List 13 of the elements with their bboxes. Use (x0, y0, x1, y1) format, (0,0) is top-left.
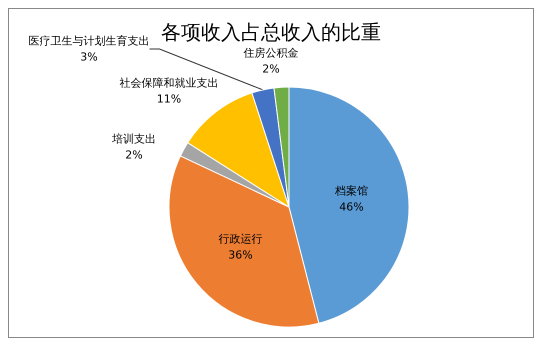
data-label: 2% (125, 148, 143, 162)
slice-label: 医疗卫生与计划生育支出 (28, 34, 150, 48)
data-label: 11% (156, 92, 182, 106)
slice-label: 行政运行 (218, 232, 262, 246)
data-label: 46% (339, 200, 364, 214)
data-label: 36% (228, 248, 253, 262)
slice-label: 住房公积金 (244, 46, 298, 60)
chart-title: 各项收入占总收入的比重 (161, 20, 381, 44)
slice-label: 培训支出 (111, 132, 156, 146)
slice-label: 档案馆 (334, 184, 368, 198)
data-label: 2% (262, 62, 280, 76)
slice-label: 社会保障和就业支出 (120, 76, 218, 90)
data-label: 3% (80, 50, 98, 64)
